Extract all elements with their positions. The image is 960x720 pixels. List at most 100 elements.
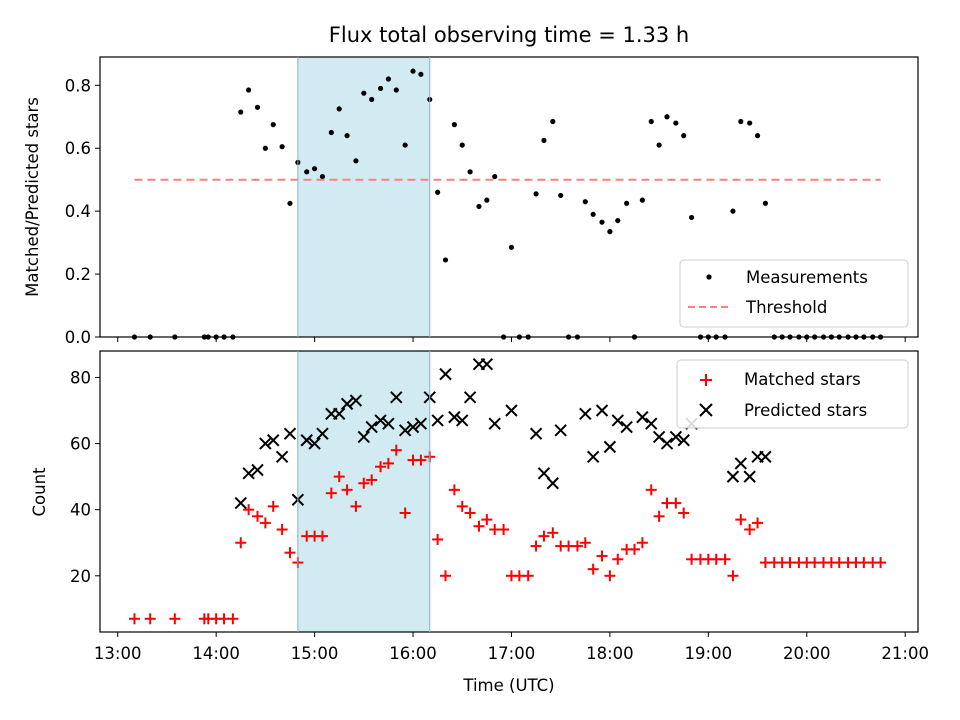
matched-star-point [333,471,345,483]
matched-star-point [604,570,616,582]
measurement-point [688,214,695,221]
matched-star-point [276,524,288,536]
matched-star-point [464,507,476,519]
matched-star-point [341,484,353,496]
measurement-point [393,87,399,93]
measurement-point [418,71,424,77]
predicted-star-point [611,414,624,427]
predicted-star-point [456,414,469,427]
y-tick-label: 0.4 [65,202,91,221]
x-axis-label: Time (UTC) [462,676,554,695]
measurement-point [344,133,350,139]
measurement-point [336,106,342,112]
predicted-star-point [390,391,403,404]
measurement-point [246,87,252,93]
matched-star-point [530,540,542,552]
matched-star-point [267,500,279,512]
bottom-y-axis-label: Count [30,467,49,517]
matched-star-point [448,484,460,496]
predicted-star-point [267,434,280,447]
matched-star-point [538,530,550,542]
legend-predicted-marker [699,403,713,417]
bottom-y-ticks: 20 40 60 80 [70,368,100,586]
legend-matched-label: Matched stars [744,370,861,389]
measurement-point [377,85,384,92]
matched-star-point [440,570,452,582]
measurement-point [648,118,654,125]
matched-star-point [235,537,247,549]
measurement-point [262,145,268,151]
predicted-star-point [259,437,272,450]
matched-star-point [316,530,328,542]
predicted-star-point [645,417,658,430]
measurement-point [476,203,482,210]
predicted-star-point [726,470,740,483]
measurement-point [492,173,498,180]
matched-star-point [875,557,887,569]
matched-star-point [522,570,534,582]
predicted-star-point [677,434,690,447]
matched-star-point [752,517,764,529]
measurement-point [385,76,392,82]
top-y-ticks: 0.0 0.2 0.4 0.6 0.8 [65,76,100,347]
predicted-star-point [251,463,264,477]
predicted-star-point [365,420,378,434]
measurement-point [369,96,375,103]
predicted-star-point [283,427,297,440]
matched-star-point [456,500,468,512]
predicted-star-point [546,477,560,490]
measurement-point [738,118,744,125]
predicted-star-point [505,404,518,417]
measurement-point [624,200,630,206]
measurement-point [361,90,367,96]
predicted-star-point [586,450,600,463]
x-tick-label: 17:00 [488,644,536,663]
predicted-star-point [374,414,387,427]
bottom-shaded-interval [297,351,430,632]
measurement-point [681,133,687,139]
matched-star-point [653,510,665,522]
matched-star-point [636,537,648,549]
legend-predicted-label: Predicted stars [744,401,867,420]
predicted-star-point [743,470,756,483]
x-tick-label: 19:00 [685,644,733,663]
predicted-star-point [316,427,329,440]
bottom-plot-frame [99,350,919,633]
matched-star-point [473,520,485,532]
measurement-point [762,200,769,206]
matched-star-point [399,507,411,519]
predicted-star-point [620,420,633,434]
measurement-point [607,229,613,235]
predicted-star-point [554,424,567,437]
predicted-star-point [669,430,683,444]
predicted-star-point [488,417,501,430]
measurement-point [328,129,334,136]
predicted-star-point [636,410,649,424]
y-tick-label: 20 [70,567,91,586]
matched-star-point [325,487,337,499]
measurement-point [664,114,670,120]
matched-star-point [432,533,444,545]
measurement-point [590,211,596,217]
measurement-point [467,169,473,175]
chart-title: Flux total observing time = 1.33 h [329,23,689,47]
matched-star-point [735,514,747,526]
matched-star-point [358,477,370,489]
measurement-point [673,120,679,126]
predicted-star-point [349,394,363,407]
predicted-star-point [398,424,412,437]
predicted-star-point [414,417,428,430]
y-tick-label: 0.2 [65,265,91,284]
matched-star-point [350,500,362,512]
predicted-star-point [275,450,289,463]
matched-star-point [579,537,591,549]
x-tick-label: 14:00 [192,644,240,663]
matched-star-point [481,514,493,526]
x-tick-label: 20:00 [783,644,831,663]
measurement-point [254,104,261,110]
predicted-star-point [340,397,354,411]
matched-star-point [259,517,271,529]
y-tick-label: 0.8 [65,76,91,95]
